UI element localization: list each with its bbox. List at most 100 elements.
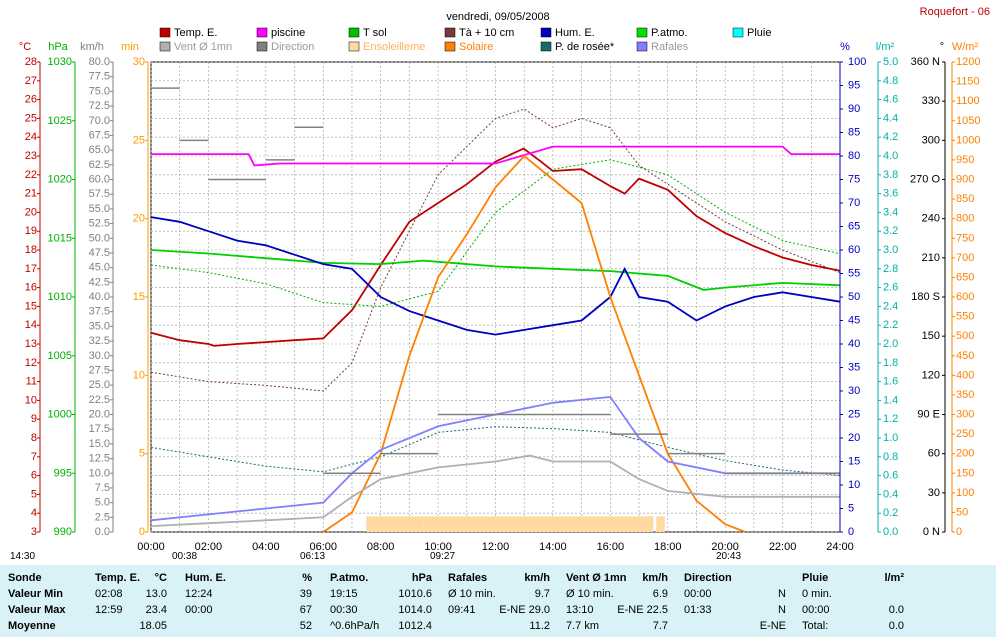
- summary-cell: 11.2: [529, 620, 550, 632]
- axis-label-press: 1005: [48, 350, 72, 362]
- axis-label-temp: 9: [31, 413, 37, 425]
- x-tick-label: 08:00: [367, 541, 395, 553]
- axis-label-solar: 50: [956, 506, 968, 518]
- axis-label-solar: 450: [956, 350, 974, 362]
- legend-swatch: [732, 27, 744, 38]
- axis-label-solar: 1050: [956, 115, 980, 127]
- axis-label-press: 990: [54, 526, 72, 538]
- axis-label-hum: 80: [848, 150, 860, 162]
- legend-label: Vent Ø 1mn: [174, 41, 232, 53]
- summary-col: P.atmo. hPa 19:15 1010.6 00:30 1014.0 ^0.6hPa/…: [330, 565, 440, 637]
- summary-cell: 19:15 1010.6: [330, 588, 432, 600]
- axis-label-wind: 17.5: [89, 423, 110, 435]
- axis-label-wind: 30.0: [89, 350, 110, 362]
- axis-label-temp: 25: [25, 112, 37, 124]
- sunshine-bar: [656, 516, 665, 532]
- summary-cell: 09:41 E-NE 29.0: [448, 604, 550, 616]
- axis-label-solar: 0: [956, 526, 962, 538]
- x-tick-label: 16:00: [597, 541, 625, 553]
- axis-label-wind: 42.5: [89, 276, 110, 288]
- axis-label-wind: 75.0: [89, 85, 110, 97]
- summary-cell: 00:00 0.0: [802, 604, 904, 616]
- axis-label-dir: 240: [922, 213, 940, 225]
- axis-label-wind: 45.0: [89, 262, 110, 274]
- sun-left: 14:30: [10, 551, 36, 562]
- axis-label-wind: 60.0: [89, 174, 110, 186]
- summary-header: Pluie l/m²: [802, 572, 904, 584]
- axis-label-rain: 1.2: [883, 413, 898, 425]
- legend-swatch: [444, 41, 456, 52]
- axis-label-press: 995: [54, 467, 72, 479]
- legend-label: P.atmo.: [651, 27, 688, 39]
- axis-label-wind: 40.0: [89, 291, 110, 303]
- x-tick-label: 06:00: [309, 541, 337, 553]
- axis-label-solar: 400: [956, 369, 974, 381]
- axis-label-rain: 3.2: [883, 225, 898, 237]
- sun-info: 14:30 00:38 06:13 09:27 20:43: [0, 549, 996, 563]
- axis-label-rain: 2.8: [883, 263, 898, 275]
- axis-label-solar: 100: [956, 487, 974, 499]
- axis-label-press: 1020: [48, 174, 72, 186]
- summary-cell: 52: [299, 620, 312, 632]
- legend-label: Hum. E.: [555, 27, 595, 39]
- x-tick-label: 24:00: [826, 541, 854, 553]
- axis-label-hum: 85: [848, 127, 860, 139]
- legend-label: piscine: [271, 27, 305, 39]
- axis-label-rain: 5.0: [883, 56, 898, 68]
- x-tick-label: 04:00: [252, 541, 280, 553]
- axis-label-minutes: 5: [139, 448, 145, 460]
- series-p-de-ros-e-: [150, 426, 841, 477]
- axis-label-temp: 6: [31, 470, 37, 482]
- axis-label-hum: 65: [848, 221, 860, 233]
- axis-label-wind: 7.5: [95, 482, 110, 494]
- axis-label-wind: 70.0: [89, 115, 110, 127]
- summary-table: Sonde Valeur Min Valeur Max Moyenne Temp. E.…: [0, 565, 996, 637]
- sunset-time: 20:43: [716, 551, 742, 562]
- axis-label-dir: 330: [922, 95, 940, 107]
- legend-swatch: [636, 27, 648, 38]
- axis-label-temp: 8: [31, 432, 37, 444]
- axis-label-dir: 180 S: [911, 291, 940, 303]
- axis-label-temp: 22: [25, 169, 37, 181]
- axis-unit-minutes: min: [121, 41, 139, 53]
- axis-label-wind: 22.5: [89, 394, 110, 406]
- chart-title: vendredi, 09/05/2008: [446, 11, 549, 23]
- legend-swatch: [636, 41, 648, 52]
- axes: 3456789101112131415161718192021222324252…: [19, 41, 981, 553]
- axis-label-wind: 77.5: [89, 71, 110, 83]
- x-tick-label: 20:00: [711, 541, 739, 553]
- series-temp-e-: [150, 147, 841, 347]
- summary-cell: 02:08 13.0: [95, 588, 167, 600]
- axis-label-solar: 650: [956, 271, 974, 283]
- legend-label: Ensoleilleme: [363, 41, 425, 53]
- axis-label-solar: 750: [956, 232, 974, 244]
- axis-label-hum: 25: [848, 409, 860, 421]
- summary-cell: E-NE: [759, 620, 786, 632]
- series-solaire: [322, 154, 746, 533]
- summary-cell: Valeur Max: [8, 604, 66, 616]
- axis-label-rain: 1.4: [883, 394, 898, 406]
- axis-label-temp: 16: [25, 282, 37, 294]
- axis-label-rain: 0.4: [883, 488, 898, 500]
- x-tick-label: 00:00: [137, 541, 165, 553]
- noon-time: 09:27: [430, 551, 456, 562]
- axis-label-temp: 11: [26, 376, 37, 388]
- axis-label-temp: 23: [25, 150, 37, 162]
- axis-label-wind: 47.5: [89, 247, 110, 259]
- axis-label-solar: 300: [956, 409, 974, 421]
- axis-label-rain: 3.4: [883, 206, 898, 218]
- summary-cell: 01:33 N: [684, 604, 786, 616]
- axis-label-rain: 4.4: [883, 112, 898, 124]
- axis-label-minutes: 25: [133, 134, 145, 146]
- summary-cell: ^0.6hPa/h 1012.4: [330, 620, 432, 632]
- legend-label: Direction: [271, 41, 314, 53]
- axis-label-dir: 150: [922, 330, 940, 342]
- legend-swatch: [159, 41, 171, 52]
- axis-label-dir: 60: [928, 448, 940, 460]
- summary-cell: Total: 0.0: [802, 620, 904, 632]
- sunshine-bar: [423, 516, 496, 532]
- legend-label: Tà + 10 cm: [459, 27, 514, 39]
- summary-cell: 00:00 N: [684, 588, 786, 600]
- sunrise-time: 06:13: [300, 551, 326, 562]
- axis-label-hum: 95: [848, 80, 860, 92]
